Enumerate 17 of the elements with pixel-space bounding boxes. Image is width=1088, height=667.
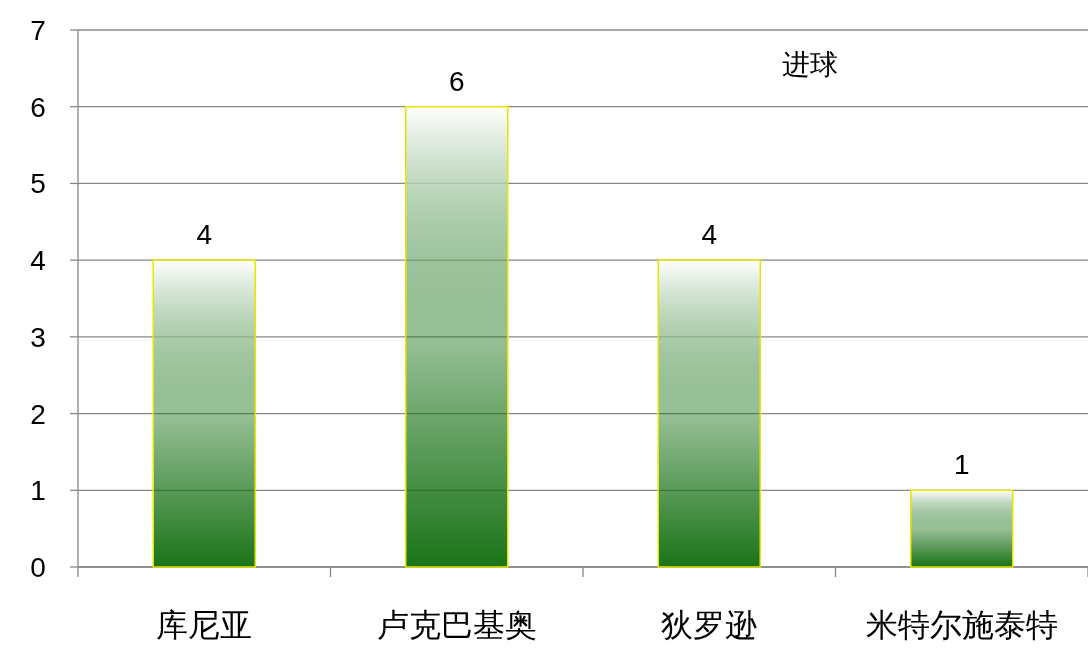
data-label: 1 — [953, 449, 970, 481]
y-tick-label: 6 — [30, 91, 46, 123]
data-label: 4 — [701, 219, 718, 251]
y-tick-label: 0 — [30, 552, 46, 583]
y-tick-label: 4 — [30, 245, 46, 277]
x-tick-label: 卢克巴基奥 — [376, 607, 537, 643]
y-tick-label: 3 — [30, 321, 46, 353]
x-tick-label: 狄罗逊 — [661, 607, 758, 643]
y-tick-label: 1 — [30, 475, 46, 507]
text: 进球 — [782, 49, 838, 80]
data-label: 4 — [196, 219, 213, 251]
data-label: 6 — [448, 65, 465, 97]
y-tick-label: 7 — [30, 15, 46, 46]
x-tick-label: 米特尔施泰特 — [865, 607, 1058, 643]
x-tick-label: 库尼亚 — [156, 607, 253, 643]
y-tick-label: 2 — [30, 398, 46, 430]
y-tick-label: 5 — [30, 168, 46, 200]
